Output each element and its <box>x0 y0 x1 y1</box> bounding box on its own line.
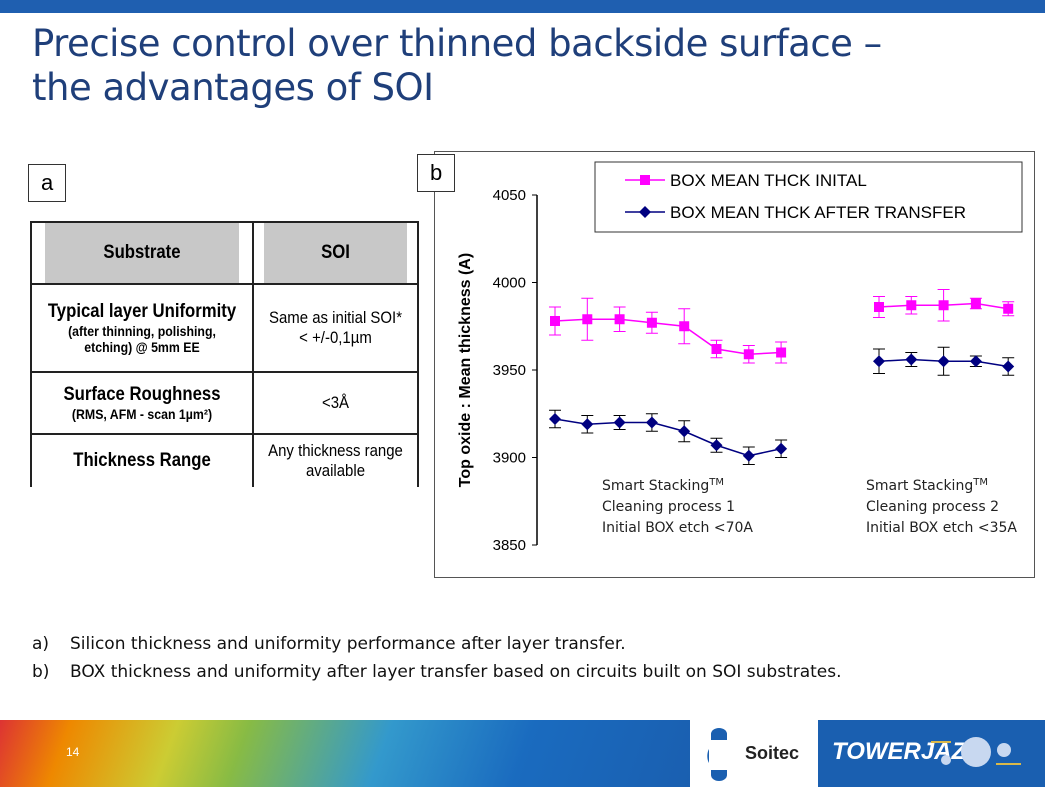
data-point <box>549 413 561 425</box>
title-line: Precise control over thinned backside su… <box>32 22 882 65</box>
data-point <box>969 355 982 368</box>
data-point <box>678 425 691 438</box>
header-soi: SOI <box>262 221 409 285</box>
soi-table: Substrate SOI Typical layer Uniformity (af… <box>30 221 419 487</box>
y-tick-label: 3850 <box>493 537 526 554</box>
row-sub: (RMS, AFM - scan 1µm²) <box>71 406 213 422</box>
title-line: the advantages of SOI <box>32 66 434 109</box>
row-value: Any thickness range available <box>262 433 409 487</box>
data-point <box>614 314 625 325</box>
row-name: Typical layer Uniformity <box>47 301 237 322</box>
panel-label-b: b <box>417 154 456 192</box>
page-number: 14 <box>66 745 80 759</box>
legend-box <box>594 161 1023 233</box>
annotation-line: Smart StackingTM <box>866 477 988 494</box>
data-point <box>550 316 560 326</box>
top-bar <box>0 0 1045 13</box>
captions: a) Silicon thickness and uniformity perfo… <box>32 630 842 686</box>
data-point <box>679 321 690 332</box>
annotation-line: Cleaning process 2 <box>866 499 999 515</box>
footer-banner <box>0 720 690 787</box>
y-tick-label: 3950 <box>493 362 526 379</box>
legend-marker <box>639 206 651 218</box>
y-tick-label: 4000 <box>493 275 526 292</box>
data-point <box>645 416 658 429</box>
row-value: <3Å <box>262 371 409 435</box>
data-point <box>775 442 788 455</box>
towerjazz-logo: TOWERJAZZ <box>818 720 1045 787</box>
header-substrate: Substrate <box>43 221 241 285</box>
data-point <box>938 300 949 311</box>
y-tick-label: 4050 <box>493 187 526 204</box>
data-point <box>906 300 917 311</box>
data-point <box>776 347 787 358</box>
chart-frame <box>434 151 1035 578</box>
data-point <box>711 344 722 354</box>
data-point <box>742 449 755 462</box>
legend-label: BOX MEAN THCK AFTER TRANSFER <box>670 203 966 222</box>
slide-title: Precise control over thinned backside su… <box>32 22 882 110</box>
data-point <box>905 353 918 366</box>
annotation-line: Cleaning process 1 <box>602 499 735 515</box>
soitec-logo: Soitec <box>745 743 800 763</box>
data-point <box>646 317 657 328</box>
legend-marker <box>640 175 650 185</box>
data-point <box>1003 303 1014 314</box>
row-sub: (after thinning, polishing, etching) @ 5… <box>68 323 216 355</box>
panel-label-a: a <box>28 164 67 202</box>
data-point <box>874 302 884 312</box>
data-point <box>970 298 981 309</box>
data-point <box>937 355 950 368</box>
caption-b: b) BOX thickness and uniformity after lay… <box>32 662 842 682</box>
caption-a: a) Silicon thickness and uniformity perfo… <box>32 634 626 654</box>
globe-icon <box>931 737 1021 767</box>
y-axis-label: Top oxide : Mean thickness (A) <box>457 253 474 487</box>
data-point <box>710 439 723 452</box>
row-name: Surface Roughness <box>63 384 221 405</box>
series-line <box>554 318 782 356</box>
legend-label: BOX MEAN THCK INITAL <box>670 171 867 190</box>
annotation-line: Smart StackingTM <box>602 477 724 494</box>
row-name: Thickness Range <box>73 450 211 471</box>
data-point <box>582 314 593 325</box>
data-point <box>873 355 885 368</box>
data-point <box>613 416 626 429</box>
row-value: Same as initial SOI* < +/-0,1µm <box>262 283 409 373</box>
soitec-logo-icon <box>707 728 727 781</box>
annotation-line: Initial BOX etch <35A <box>866 520 1017 536</box>
data-point <box>1002 360 1015 373</box>
data-point <box>581 418 594 431</box>
annotation-line: Initial BOX etch <70A <box>602 520 753 536</box>
data-point <box>743 349 754 360</box>
y-tick-label: 3900 <box>493 450 526 467</box>
